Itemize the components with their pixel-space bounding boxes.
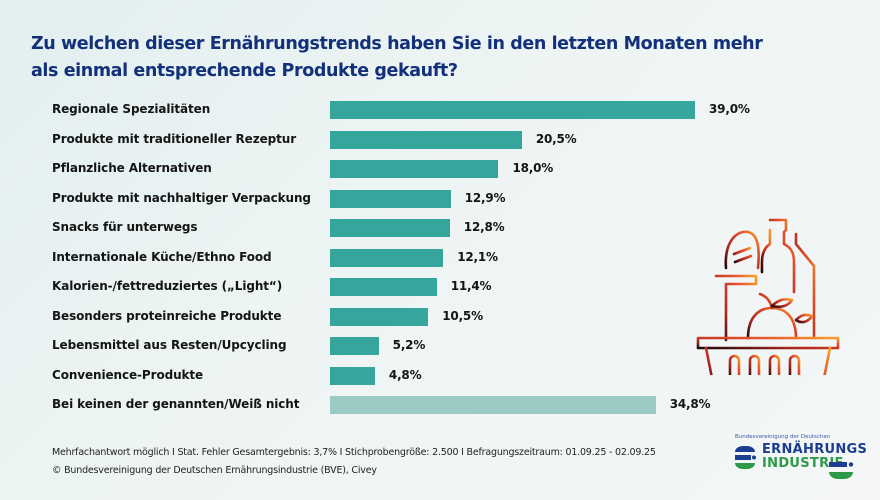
bar (330, 396, 656, 414)
footnote-methodology: Mehrfachantwort möglich I Stat. Fehler G… (52, 447, 656, 458)
category-label: Snacks für unterwegs (52, 220, 198, 234)
chart-footer: Mehrfachantwort möglich I Stat. Fehler G… (52, 444, 656, 480)
category-label: Kalorien-/fettreduziertes („Light“) (52, 279, 283, 293)
bar (330, 248, 444, 267)
bar-row: Besonders proteinreiche Produkte 10,5% (0, 304, 880, 334)
chart-title: Zu welchen dieser Ernährungstrends haben… (31, 34, 763, 81)
bar (330, 189, 451, 208)
bar-row: Internationale Küche/Ethno Food 12,1% (0, 245, 880, 275)
logo-mark-secondary-icon (829, 462, 854, 479)
footnote-copyright: © Bundesvereinigung der Deutschen Ernähr… (52, 465, 377, 476)
category-label: Produkte mit nachhaltiger Verpackung (52, 190, 311, 205)
bar (330, 337, 379, 355)
bar (330, 130, 522, 149)
value-label: 12,8% (463, 220, 505, 234)
value-label: 34,8% (669, 397, 711, 411)
bar (330, 160, 499, 178)
grocery-basket-icon (696, 218, 840, 375)
bar-row: Produkte mit nachhaltiger Verpackung 12,9… (0, 186, 880, 216)
value-label: 11,4% (450, 279, 492, 293)
bar (330, 366, 375, 385)
bar-row: Pflanzliche Alternativen 18,0% (0, 156, 880, 186)
bve-logo: Bundesvereinigung der Deutschen ERNÄHRUN… (733, 434, 873, 484)
category-label: Internationale Küche/Ethno Food (52, 249, 272, 264)
bar-row: Lebensmittel aus Resten/Upcycling 5,2% (0, 333, 880, 363)
bar (330, 219, 450, 237)
category-label: Lebensmittel aus Resten/Upcycling (52, 338, 287, 352)
logo-mark-icon (735, 446, 756, 469)
value-label: 20,5% (535, 131, 577, 146)
category-label: Bei keinen der genannten/Weiß nicht (52, 397, 300, 411)
category-label: Convenience-Produkte (52, 367, 204, 382)
logo-tagline: Bundesvereinigung der Deutschen (735, 434, 831, 440)
value-label: 4,8% (388, 367, 422, 382)
value-label: 39,0% (709, 102, 750, 116)
bar-row: Produkte mit traditioneller Rezeptur 20,5… (0, 127, 880, 157)
bar (330, 278, 437, 296)
category-label: Produkte mit traditioneller Rezeptur (52, 131, 297, 146)
bar-row: Bei keinen der genannten/Weiß nicht 34,8% (0, 392, 880, 422)
value-label: 18,0% (512, 161, 554, 175)
bar-row: Regionale Spezialitäten 39,0% (0, 97, 880, 127)
category-label: Pflanzliche Alternativen (52, 161, 212, 175)
bar-row: Convenience-Produkte 4,8% (0, 363, 880, 393)
category-label: Regionale Spezialitäten (52, 102, 211, 116)
bar-row: Snacks für unterwegs 12,8% (0, 215, 880, 245)
bar-row: Kalorien-/fettreduziertes („Light“) 11,4% (0, 274, 880, 304)
value-label: 12,1% (457, 249, 498, 264)
value-label: 10,5% (442, 308, 483, 323)
bar (330, 101, 696, 119)
value-label: 5,2% (392, 338, 426, 352)
category-label: Besonders proteinreiche Produkte (52, 308, 282, 323)
bar (330, 307, 429, 326)
logo-line1: ERNÄHRUNGS (762, 442, 868, 457)
value-label: 12,9% (464, 190, 506, 205)
logo-line2: INDUSTRIE (762, 456, 844, 471)
